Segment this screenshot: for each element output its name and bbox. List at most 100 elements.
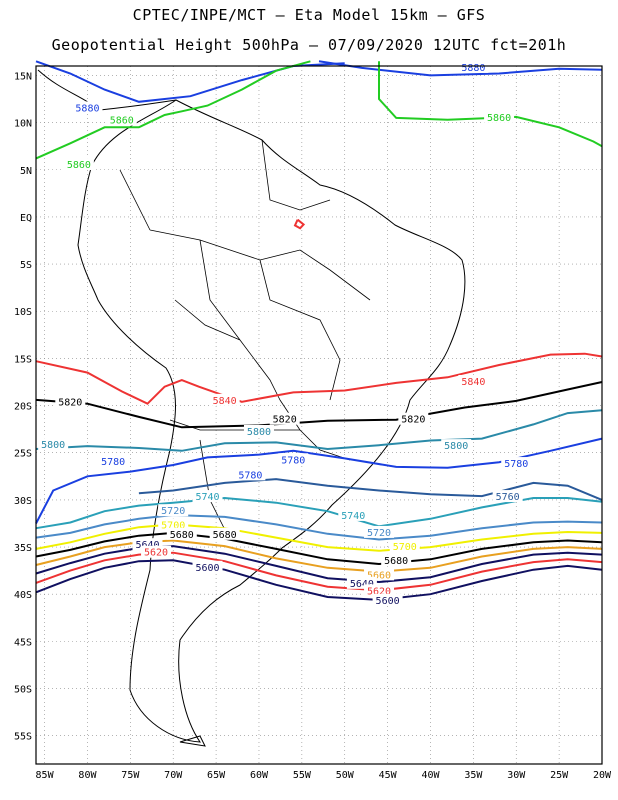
contour-label-5780: 5780 — [101, 457, 125, 468]
height-contours — [35, 60, 603, 601]
lon-tick-label: 70W — [164, 770, 183, 781]
contour-label-5880: 5880 — [461, 63, 485, 74]
contour-line-5800 — [35, 409, 603, 452]
contour-label-bg — [441, 439, 472, 452]
lat-tick-label: 10N — [14, 119, 32, 130]
lon-tick-label: 50W — [336, 770, 355, 781]
continent-outlines — [37, 69, 466, 747]
contour-line-5660 — [35, 539, 603, 573]
contour-label-bg — [38, 438, 69, 451]
contour-label-5720: 5720 — [367, 528, 391, 539]
contour-line-5820 — [35, 381, 603, 429]
contour-line-5740 — [35, 496, 603, 530]
contour-label-5860: 5860 — [67, 160, 91, 171]
lat-tick-label: 15S — [14, 354, 32, 365]
lat-tick-label: EQ — [20, 213, 32, 224]
contour-label-bg — [372, 593, 403, 606]
contour-label-bg — [158, 504, 189, 517]
lat-tick-label: 50S — [14, 685, 32, 696]
lat-tick-label: 5N — [20, 166, 32, 177]
contour-label-bg — [269, 412, 300, 425]
contour-label-5680: 5680 — [384, 556, 408, 567]
contour-label-5680: 5680 — [213, 530, 237, 541]
contour-line-5680 — [35, 531, 603, 566]
contour-label-bg — [192, 560, 223, 573]
axis-labels: 85W 80W 75W 70W 65W 60W 55W 50W 45W 40W 35W 30W 25W 2… — [14, 71, 612, 781]
lat-tick-label: 30S — [14, 496, 32, 507]
lon-tick-label: 35W — [464, 770, 483, 781]
contour-label-bg — [63, 158, 94, 171]
lon-tick-label: 60W — [250, 770, 269, 781]
lat-tick-label: 35S — [14, 543, 32, 554]
contour-line-5720 — [35, 513, 603, 541]
contour-line-5860 — [378, 61, 603, 148]
chart-title-line2: Geopotential Height 500hPa – 07/09/2020 … — [51, 36, 567, 54]
contour-label-5700: 5700 — [161, 520, 185, 531]
contour-label-5820: 5820 — [58, 398, 82, 409]
contour-label-bg — [72, 101, 103, 114]
contour-label-bg — [55, 395, 86, 408]
contour-label-bg — [209, 393, 240, 406]
lon-tick-label: 40W — [421, 770, 440, 781]
contour-label-5880: 5880 — [75, 103, 99, 114]
contour-label-5740: 5740 — [195, 492, 219, 503]
contour-label-5720: 5720 — [161, 506, 185, 517]
contour-label-5780: 5780 — [238, 470, 262, 481]
contour-label-5600: 5600 — [195, 563, 219, 574]
contour-label-bg — [458, 374, 489, 387]
contour-label-5700: 5700 — [393, 542, 417, 553]
contour-line-5840 — [35, 352, 603, 405]
lat-tick-label: 5S — [20, 260, 32, 271]
contour-label-bg — [166, 527, 197, 540]
contour-label-5780: 5780 — [504, 459, 528, 470]
lat-tick-label: 45S — [14, 637, 32, 648]
lat-lon-grid — [36, 66, 603, 764]
lon-tick-label: 30W — [507, 770, 526, 781]
contour-label-5760: 5760 — [496, 492, 520, 503]
contour-label-bg — [192, 490, 223, 503]
islands-tierra-del-fuego — [179, 735, 206, 747]
contour-label-bg — [501, 457, 532, 470]
contour-label-bg — [141, 545, 172, 558]
contour-label-bg — [492, 490, 523, 503]
lon-tick-label: 85W — [36, 770, 55, 781]
contour-line-5840 — [293, 218, 306, 230]
contour-labels: 5880 5880 5860 5860 5860 5840 5840 5820 5820 5820… — [38, 60, 532, 607]
contour-label-bg — [389, 540, 420, 553]
contour-label-5860: 5860 — [487, 113, 511, 124]
contour-label-bg — [278, 453, 309, 466]
lat-tick-label: 20S — [14, 402, 32, 413]
contour-label-bg — [158, 518, 189, 531]
contour-label-5840: 5840 — [461, 377, 485, 388]
contour-label-bg — [243, 424, 274, 437]
lon-tick-label: 55W — [293, 770, 312, 781]
contour-label-5820: 5820 — [401, 415, 425, 426]
contour-line-5860 — [35, 60, 311, 160]
contour-line-5880 — [318, 60, 603, 77]
contour-label-5640: 5640 — [350, 579, 374, 590]
lat-tick-label: 25S — [14, 449, 32, 460]
contour-line-5760 — [138, 478, 603, 501]
lon-tick-label: 65W — [207, 770, 226, 781]
contour-label-5840: 5840 — [213, 396, 237, 407]
lon-tick-label: 80W — [78, 770, 97, 781]
contour-label-bg — [209, 527, 240, 540]
contour-line-5640 — [35, 545, 603, 584]
lat-tick-label: 15N — [14, 71, 32, 82]
contour-label-bg — [484, 110, 515, 123]
contour-label-5800: 5800 — [444, 441, 468, 452]
contour-label-5600: 5600 — [376, 596, 400, 607]
contour-label-5800: 5800 — [247, 427, 271, 438]
contour-line-5780 — [35, 437, 603, 524]
contour-label-bg — [98, 455, 129, 468]
contour-label-5680: 5680 — [170, 530, 194, 541]
contour-label-5820: 5820 — [273, 415, 297, 426]
contour-label-5620: 5620 — [367, 586, 391, 597]
contour-label-5780: 5780 — [281, 455, 305, 466]
contour-label-5860: 5860 — [110, 116, 134, 127]
contour-label-bg — [235, 468, 266, 481]
lon-tick-label: 20W — [593, 770, 612, 781]
contour-line-5880 — [35, 60, 345, 103]
contour-line-5600 — [35, 559, 603, 601]
